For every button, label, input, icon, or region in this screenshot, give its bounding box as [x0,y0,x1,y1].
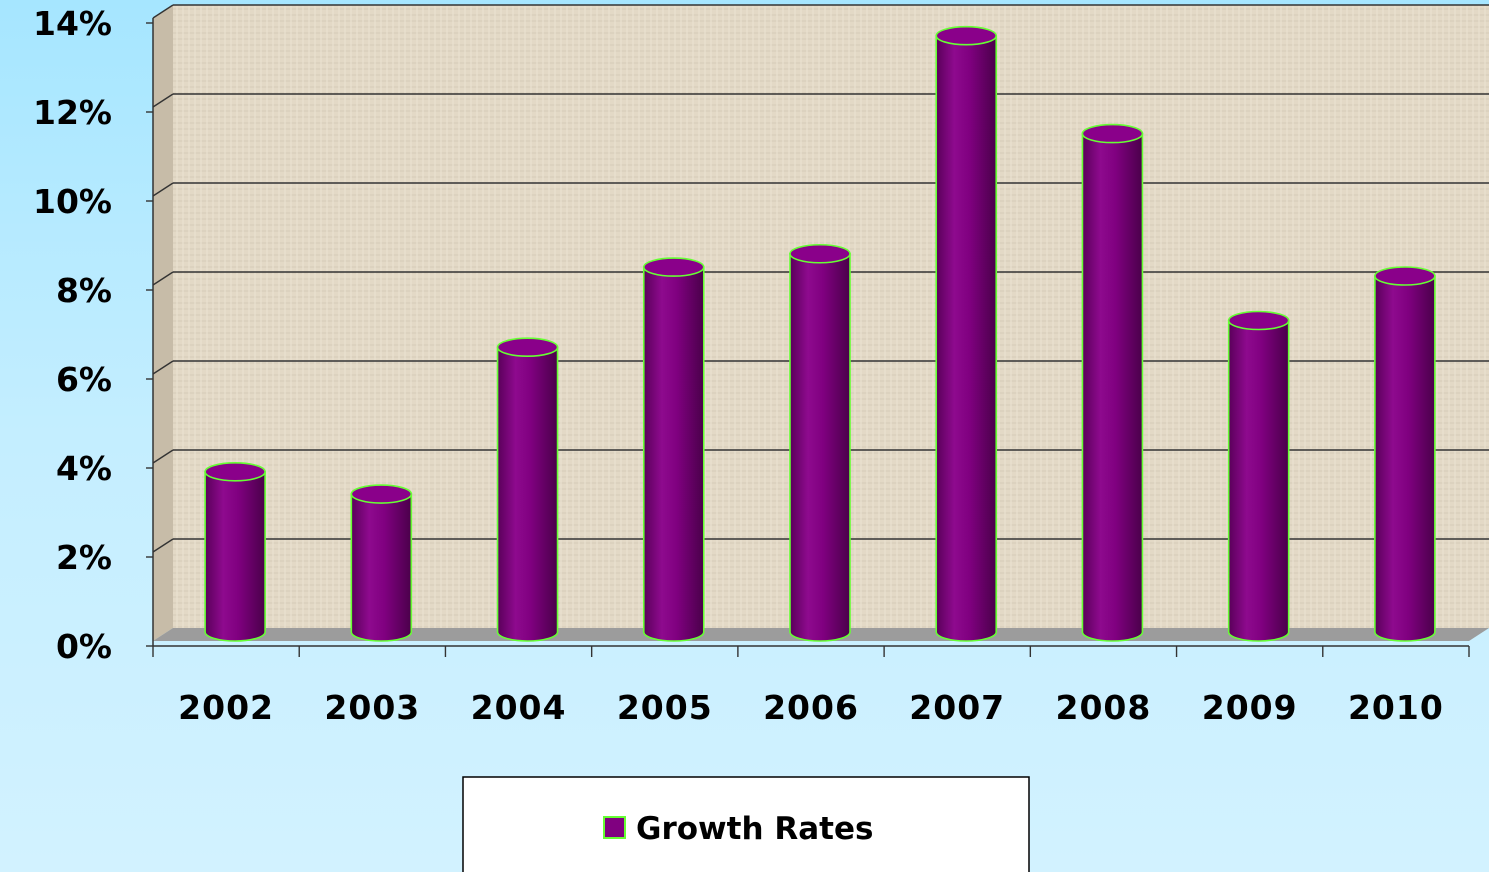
legend-swatch [603,816,626,839]
bar-body [1081,132,1144,642]
bar-top [204,461,266,482]
gridline-side [152,182,174,197]
y-tick-label: 2% [56,538,112,577]
x-tick-label: 2008 [1056,688,1152,727]
bar-2010 [1374,266,1436,642]
bar-top [1227,310,1290,331]
bar-body [204,471,266,642]
bar-2007 [935,25,998,642]
gridline-side [152,93,174,108]
bar-body [1227,319,1290,642]
gridline-side [152,4,174,19]
x-tick-label: 2004 [471,688,567,727]
bar-2004 [496,337,559,642]
plot-side-wall [153,5,173,641]
x-axis-ticks: 2002 2003 2004 2005 2006 2007 2008 2009 2010 [152,646,1470,727]
gridline-side [152,449,174,464]
bar-2005 [642,257,705,642]
gridline-side [152,271,174,286]
x-tick-label: 2007 [909,688,1005,727]
y-tick-label: 4% [56,449,112,488]
bar-body [642,266,705,642]
gridline-side [152,538,174,553]
bar-2006 [789,243,851,642]
bar-2009 [1227,310,1290,642]
bar-2008 [1081,123,1144,642]
bar-body [496,346,559,642]
bar-body [1374,275,1436,642]
bar-top [496,337,559,358]
bar-body [350,493,413,642]
y-tick-label: 8% [56,271,112,310]
x-tick-label: 2009 [1202,688,1298,727]
y-tick-label: 6% [56,360,112,399]
bar-body [789,252,851,642]
bar-top [642,257,705,277]
y-tick-label: 10% [33,182,112,221]
y-tick-label: 0% [56,627,112,666]
x-tick-label: 2006 [763,688,859,727]
y-tick-label: 12% [33,93,112,132]
bar-top [1081,123,1144,144]
bar-top [1374,266,1436,286]
bar-body [935,34,998,642]
legend-box [462,776,1030,872]
bar-top [350,484,413,504]
x-tick-label: 2003 [324,688,420,727]
bar-2002 [204,461,266,642]
legend-label: Growth Rates [636,811,873,847]
x-tick-label: 2002 [178,688,274,727]
x-tick-label: 2010 [1348,688,1444,727]
gridline-side [152,360,174,375]
x-tick-label: 2005 [617,688,713,727]
y-tick-label: 14% [33,4,112,43]
legend: Growth Rates [462,776,1030,872]
bar-top [789,243,851,264]
bar-2003 [350,484,413,642]
bars [204,25,1436,642]
bar-top [935,25,998,46]
y-axis-ticks: 0% 2% 4% 6% 8% 10% 12% 14% [33,4,153,666]
